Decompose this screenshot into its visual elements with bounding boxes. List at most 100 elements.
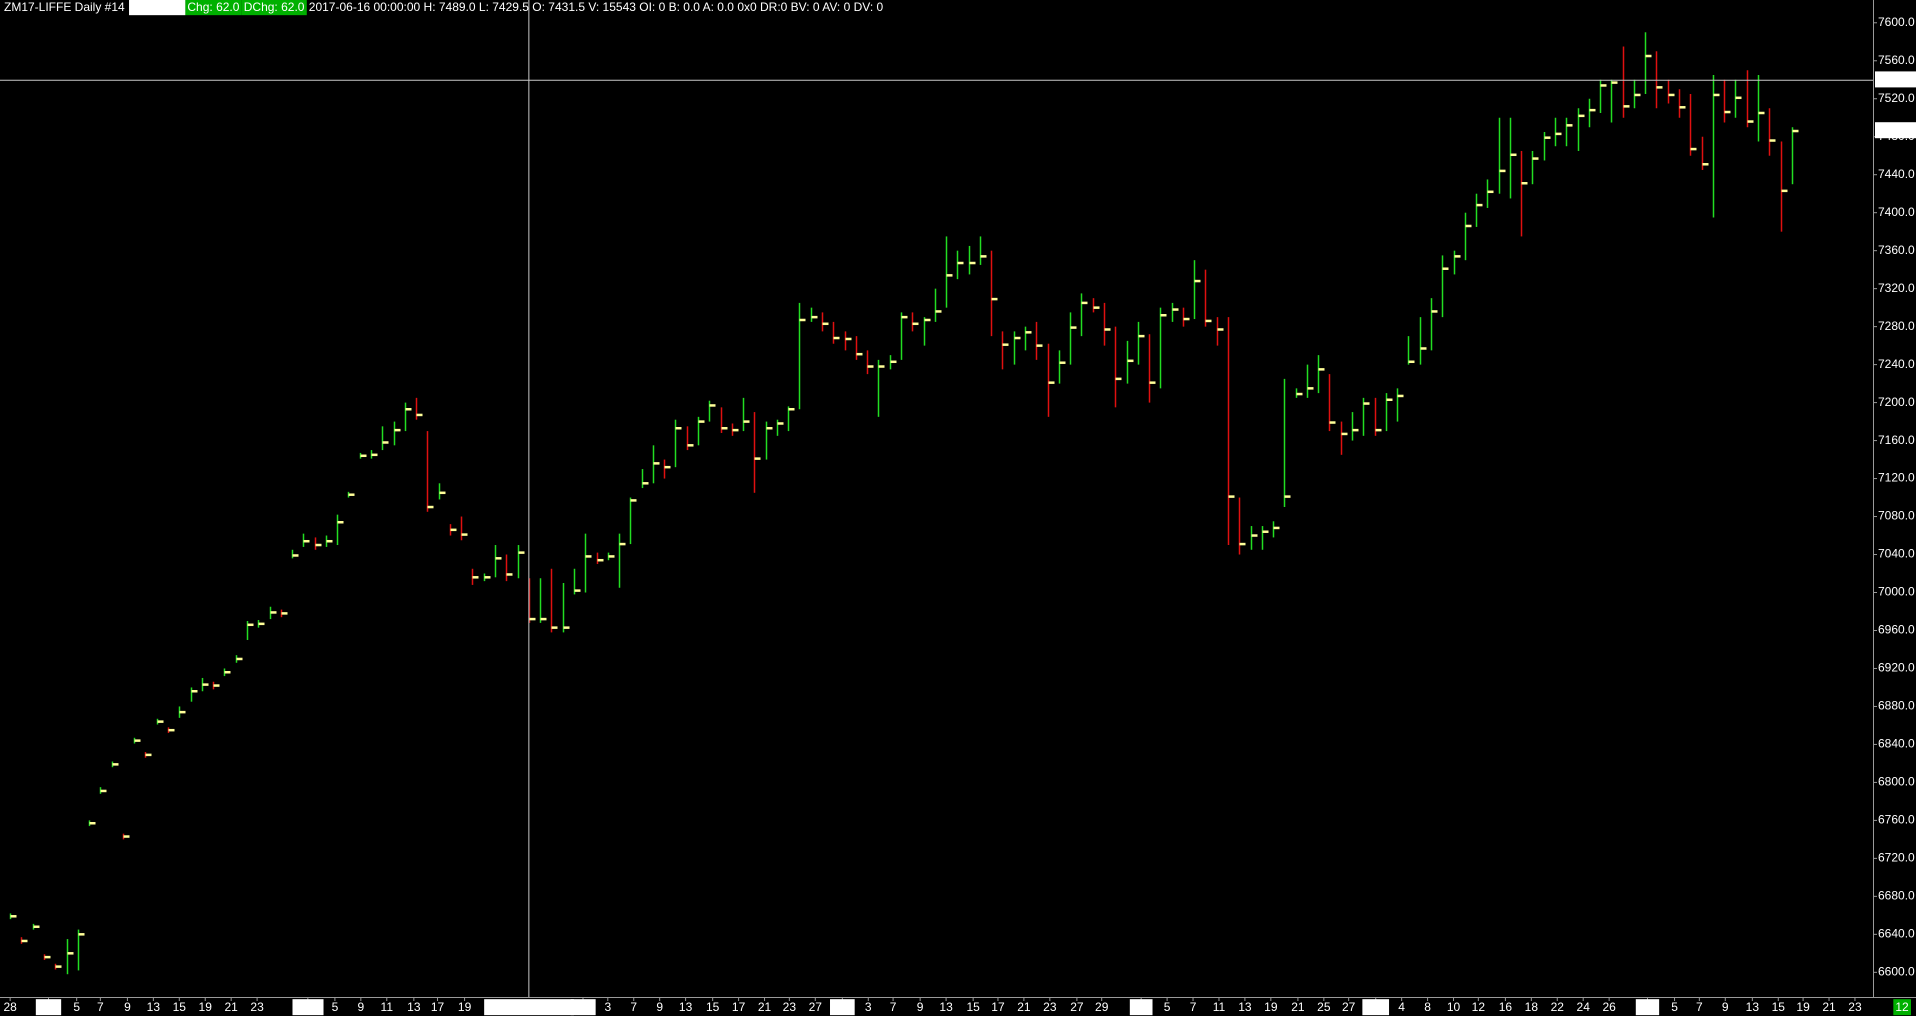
info-box-box [241,0,307,16]
x-tick-label: 15 [966,1000,980,1014]
x-tick-label: 21 [224,1000,238,1014]
y-tick-label: 7600.0 [1878,15,1915,29]
y-tick-label: 6880.0 [1878,699,1915,713]
y-tick-label: 7000.0 [1878,585,1915,599]
x-tick-label: 5 [1671,1000,1678,1014]
y-tick-label: 6720.0 [1878,851,1915,865]
y-tick-label: 7160.0 [1878,433,1915,447]
x-tick-label: 19 [458,1000,472,1014]
y-tick-label: 7560.0 [1878,53,1915,67]
info-box-box [129,0,186,16]
x-tick-label-box [35,999,62,1016]
x-tick-label: 22 [1551,1000,1565,1014]
x-tick-label-box [292,999,324,1016]
x-tick-label: 3 [865,1000,872,1014]
x-tick-label: 12 [1472,1000,1486,1014]
x-tick-label: 25 [1317,1000,1331,1014]
x-tick-label: 3 [604,1000,611,1014]
x-tick-label: 24 [1577,1000,1591,1014]
x-tick-label-box [1362,999,1390,1016]
x-tick-label: 15 [1772,1000,1786,1014]
x-tick-label: 9 [656,1000,663,1014]
y-tick-label: 7400.0 [1878,205,1915,219]
x-tick-label: 11 [381,1000,394,1014]
x-tick-label: Jun [1638,1000,1657,1014]
x-tick-label: 17 [732,1000,746,1014]
x-tick-label: 18 [1525,1000,1539,1014]
x-tick-label: 7 [890,1000,897,1014]
x-tick-label: 21 [1291,1000,1305,1014]
y-tick-label: 7200.0 [1878,395,1915,409]
x-tick-label: 9 [357,1000,364,1014]
y-tick-label: 7320.0 [1878,281,1915,295]
x-tick-label: 15 [706,1000,720,1014]
info-box: Chg: 62.0 [187,0,239,14]
x-tick-label: 27 [809,1000,823,1014]
y-tick-label: 6960.0 [1878,623,1915,637]
x-tick-label: 28 [3,1000,17,1014]
x-tick-label-box [570,999,596,1016]
y-tick-label: 6800.0 [1878,775,1915,789]
x-tick-label: 9 [124,1000,131,1014]
x-tick-label: Mar [832,1000,853,1014]
y-tick-label: 6640.0 [1878,927,1915,941]
x-tick-label: 5 [73,1000,80,1014]
crosshair-date-label-box [484,999,574,1016]
crosshair-date-label: Thu 2017-01-26 [486,1000,572,1014]
x-tick-label-box [1635,999,1660,1016]
x-tick-label: 5 [332,1000,339,1014]
x-tick-label: 8 [1424,1000,1431,1014]
y-tick-label: 7440.0 [1878,167,1915,181]
x-tick-label: 13 [407,1000,421,1014]
crosshair-price-label-box [1875,71,1916,88]
x-tick-label: 29 [1095,1000,1109,1014]
last-price-label: 7486.0 [1877,123,1914,137]
y-tick-label: 7240.0 [1878,357,1915,371]
x-tick-label: 15 [173,1000,187,1014]
x-tick-label: 19 [1264,1000,1278,1014]
x-tick-label: 21 [1017,1000,1031,1014]
x-tick-label: May [1364,1000,1387,1014]
y-tick-label: 6600.0 [1878,964,1915,978]
last-price-label-box [1875,122,1916,139]
corner-label-box [1893,999,1911,1016]
x-tick-label: 7 [1190,1000,1197,1014]
x-tick-label: 23 [1043,1000,1057,1014]
info-box: C: 7486.0 [131,0,183,14]
x-tick-label: 17 [991,1000,1005,1014]
y-tick-label: 6920.0 [1878,661,1915,675]
x-tick-label: 13 [147,1000,161,1014]
x-tick-label-box [1129,999,1153,1016]
info-box: DChg: 62.0 [244,0,305,14]
y-tick-label: 6840.0 [1878,737,1915,751]
crosshair-price-label: 7539.5 [1877,72,1914,86]
x-tick-label: 13 [679,1000,693,1014]
x-tick-label: 4 [1398,1000,1405,1014]
y-tick-label: 7040.0 [1878,547,1915,561]
x-tick-label: 5 [1164,1000,1171,1014]
y-tick-label: 6760.0 [1878,813,1915,827]
info-text: 2017-06-16 00:00:00 H: 7489.0 L: 7429.5 … [309,0,884,14]
x-tick-label: 7 [630,1000,637,1014]
x-tick-label: 26 [1602,1000,1616,1014]
x-tick-label: 21 [1822,1000,1836,1014]
x-tick-label: Apr [1132,1000,1151,1014]
x-tick-label: 2017 [294,1000,321,1014]
x-tick-label: 23 [1848,1000,1862,1014]
x-tick-label: Feb [573,1000,594,1014]
x-tick-label: 21 [758,1000,772,1014]
y-tick-label: 7360.0 [1878,243,1915,257]
y-tick-label: 7080.0 [1878,509,1915,523]
y-tick-label: 7520.0 [1878,91,1915,105]
x-tick-label-box [830,999,855,1016]
corner-label: 12 [1895,1000,1909,1014]
x-tick-label: 23 [783,1000,797,1014]
x-tick-label: Dec [38,1000,59,1014]
x-tick-label: 11 [1213,1000,1226,1014]
x-tick-label: 23 [250,1000,264,1014]
x-tick-label: 9 [1722,1000,1729,1014]
x-tick-label: 19 [1796,1000,1810,1014]
